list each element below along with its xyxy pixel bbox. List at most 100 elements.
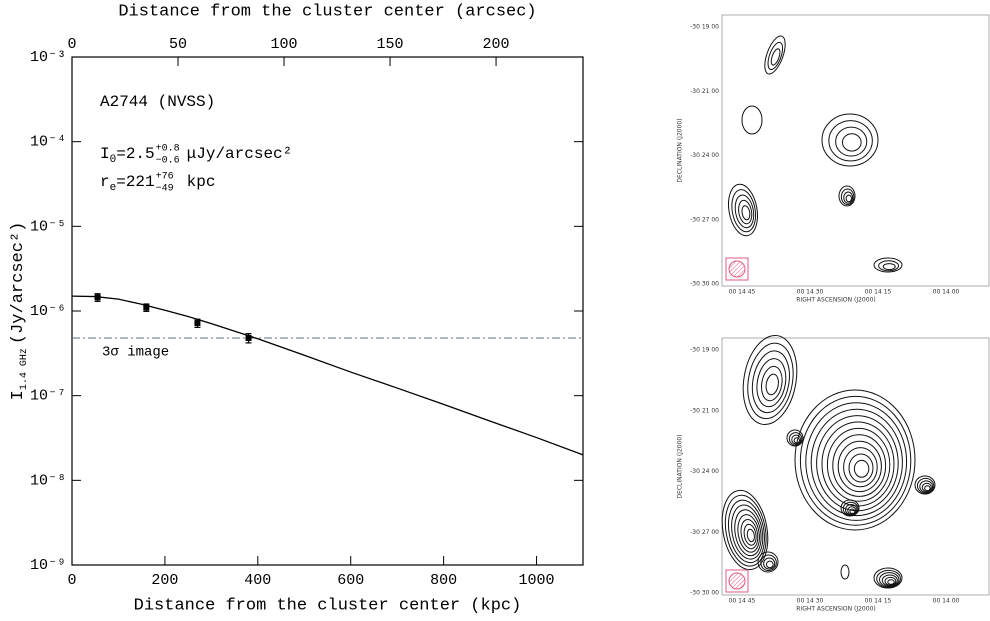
annotation-symbol: r [100,173,110,191]
contour [821,113,879,167]
x2-axis-label: Distance from the cluster center (arcsec… [118,2,536,21]
map-y-label: DECLINATION (J2000) [677,434,684,498]
contour [751,350,790,414]
y-tick-label: 10⁻⁴ [30,134,66,151]
beam-box [725,257,749,281]
annotation: I0=2.5 [100,145,155,166]
map-y-tick-label: -30 30 00 [690,590,719,597]
y-label-sub: 1.4 GHz [19,348,30,390]
contour [724,494,767,567]
y-label-unit: (Jy/arcsec²) [9,222,28,344]
contour [747,342,794,420]
data-point [245,334,252,341]
map-x-tick-label: 00 14 45 [729,598,756,605]
map-y-label: DECLINATION (J2000) [677,118,684,182]
contour [791,434,802,445]
y-tick-label: 10⁻⁵ [30,218,66,235]
contour [793,437,800,444]
x2-tick-label: 150 [377,36,404,53]
map-x-tick-label: 00 14 30 [797,598,824,605]
contour [761,365,783,402]
threshold-label: 3σ image [102,345,169,361]
contour [760,554,777,572]
contour [887,579,895,585]
map-y-tick-label: -30 24 00 [690,152,719,159]
contour [826,427,891,502]
y-tick-label: 10⁻⁹ [30,557,66,574]
contour [914,475,936,495]
contour [810,408,903,517]
contour [741,205,751,221]
y-axis-label: I1.4 GHz (Jy/arcsec²) [9,222,29,401]
contour [879,572,900,588]
contour [844,504,858,516]
map-y-tick-label: -30 19 00 [690,347,719,354]
contour [743,523,757,546]
data-point [94,294,101,301]
contour [837,440,882,493]
contour [805,402,908,521]
map-x-tick-label: 00 14 15 [865,289,892,296]
contour [919,480,934,493]
contour [843,191,854,204]
contour [884,576,897,586]
contour [847,506,857,515]
contour [721,489,769,571]
map-x-tick-label: 00 14 30 [797,289,824,296]
contour [727,499,765,564]
profile-chart: 10⁻⁹10⁻⁸10⁻⁷10⁻⁶10⁻⁵10⁻⁴10⁻³0 200 400 600 80… [9,2,584,615]
contour [727,183,759,237]
x2-tick-label: 50 [169,36,187,53]
y-tick-label: 10⁻⁸ [30,472,66,489]
contour [767,41,784,71]
contour [841,133,862,152]
contour [849,508,856,514]
x2-tick-label: 200 [483,36,510,53]
contour [741,105,763,135]
contour [881,574,898,587]
contour [924,485,931,492]
map-y-tick-label: -30 21 00 [690,407,719,414]
map-frame [721,337,990,596]
annotation-plus: +76 [156,172,174,183]
contour [843,447,878,488]
contour [734,194,755,229]
contour [840,188,855,206]
map-x-label: RIGHT ASCENSION (J2000) [796,606,875,613]
annotation-value: =221 [116,173,154,191]
map-x-tick-label: 00 14 00 [933,598,960,605]
map-y-tick-label: -30 24 00 [690,468,719,475]
contour [848,453,874,483]
map-y-tick-label: -30 21 00 [690,88,719,95]
y-tick-label: 10⁻³ [30,49,66,66]
map-x-tick-label: 00 14 45 [729,289,756,296]
contour [916,477,935,494]
contour [878,260,900,272]
map-x-tick-label: 00 14 00 [933,289,960,296]
contour [734,509,762,557]
contour [757,551,779,573]
contour [763,557,776,570]
contour [873,257,903,273]
contour [737,514,760,553]
map-y-tick-label: -30 27 00 [690,529,719,536]
contour [842,501,859,516]
x-tick-label: 200 [151,572,178,589]
contour [746,528,755,543]
annotation: A2744 (NVSS) [100,93,215,111]
contour [788,432,803,446]
map-frame [721,14,990,287]
annotation: re=221 [100,173,155,194]
contour [840,564,850,580]
y-tick-label: 10⁻⁷ [30,388,66,405]
contour [832,434,887,497]
contour [840,499,860,517]
x-tick-label: 400 [244,572,271,589]
x2-tick-label: 0 [67,36,76,53]
annotation-plus: +0.8 [156,144,180,155]
annotation-minus: −49 [156,184,174,195]
contour [882,263,896,271]
contour [828,120,873,162]
contour [756,358,787,408]
